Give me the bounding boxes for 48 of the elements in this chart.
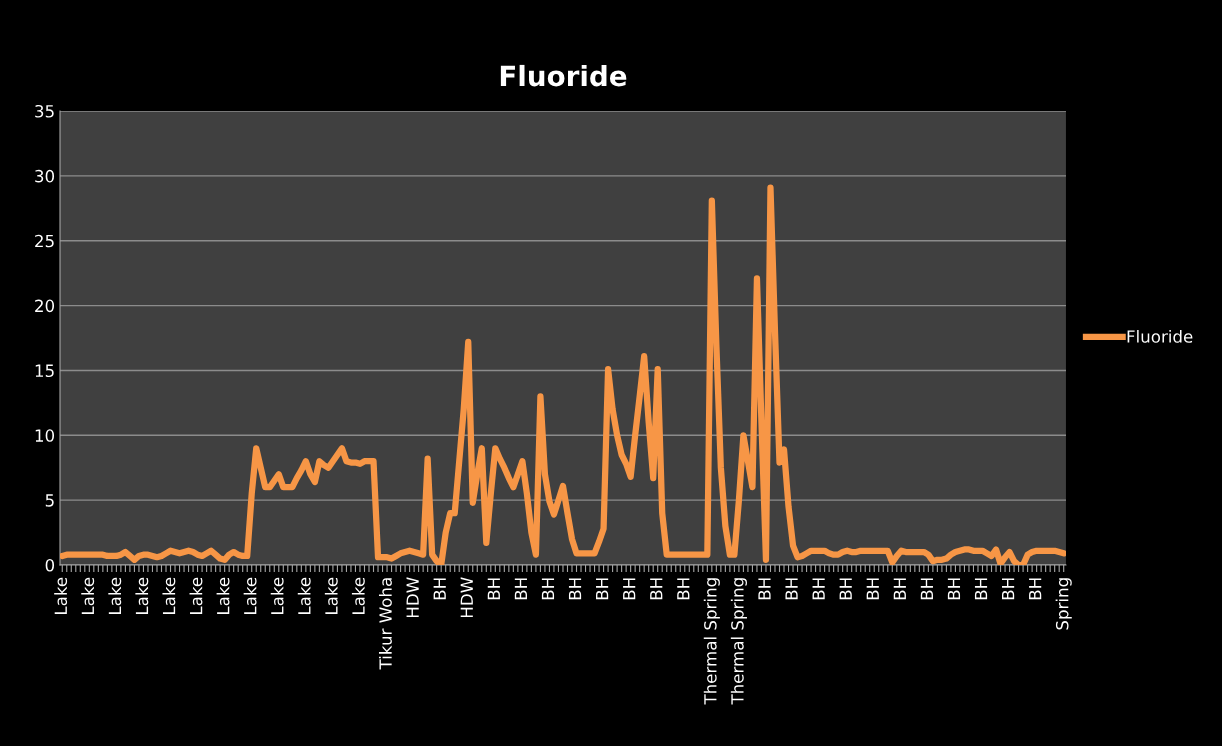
x-tick-label: BH [487,578,500,600]
x-tick-label: BH [866,578,879,600]
y-tick-label: 5 [45,494,54,507]
x-tick-label: Lake [162,577,176,614]
x-tick-label: Lake [243,577,257,614]
x-tick-label: HDW [460,577,473,618]
x-tick-label: BH [541,578,555,600]
x-tick-label: BH [433,578,446,600]
x-tick-label: BH [596,578,609,600]
x-tick-label: BH [839,578,852,600]
x-tick-label: Lake [135,577,149,614]
x-tick-label: BH [677,578,690,600]
y-tick-label: 30 [35,169,55,183]
x-tick-label: Spring [1055,578,1072,630]
x-tick-label: BH [920,578,933,600]
x-tick-label: Lake [81,577,95,614]
x-tick-label: Thermal Spring [703,578,720,705]
x-tick-label: BH [650,578,663,600]
x-tick-label: Lake [189,577,203,614]
x-tick-label: BH [785,578,798,600]
x-tick-label: BH [893,578,906,600]
y-tick-label: 15 [35,364,54,378]
x-tick-label: BH [974,578,988,600]
x-tick-label: Thermal Spring [730,578,747,705]
x-tick-label: Lake [108,577,122,614]
x-tick-label: Lake [54,577,68,614]
x-tick-label: HDW [406,577,419,618]
x-tick-label: Lake [324,577,338,614]
x-tick-label: BH [623,578,636,600]
x-tick-label: BH [1029,578,1042,600]
chart-title: Fluoride [500,64,627,87]
x-tick-label: BH [568,578,582,600]
legend-label: Fluoride [1127,329,1193,343]
x-tick-label: BH [812,578,825,600]
y-tick-label: 25 [35,234,54,248]
x-tick-label: BH [514,578,527,600]
x-tick-label: BH [947,578,961,600]
y-tick-label: 20 [35,299,55,313]
x-tick-label: Lake [270,577,284,614]
x-tick-label: Lake [216,577,230,614]
x-tick-label: Tikur Woha [378,578,392,670]
y-tick-label: 10 [35,429,55,442]
x-tick-label: Lake [297,577,311,614]
x-tick-label: BH [758,578,771,600]
x-tick-label: Lake [351,577,365,614]
y-tick-label: 35 [35,104,54,118]
x-tick-label: BH [1002,578,1015,600]
y-tick-label: 0 [45,558,55,572]
